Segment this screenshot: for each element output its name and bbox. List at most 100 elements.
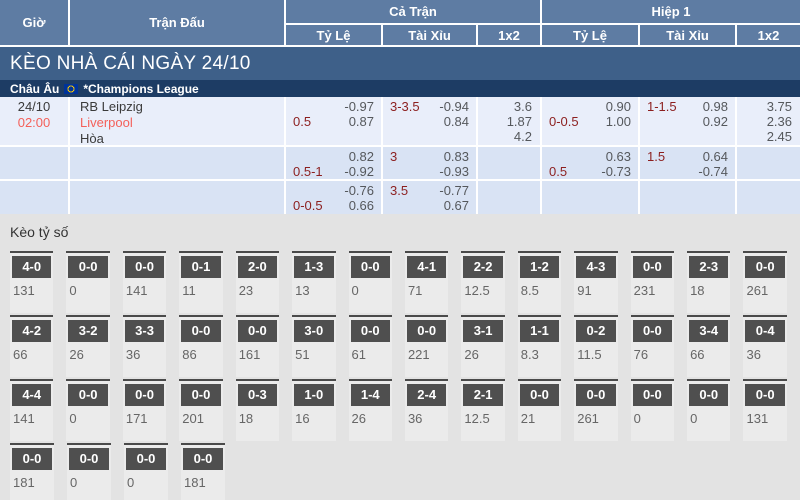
score-odds-cell[interactable]: 4-1 71: [404, 251, 449, 313]
score-odds-cell[interactable]: 0-0 141: [122, 251, 167, 313]
score-odds-cell[interactable]: 0-0 21: [517, 379, 562, 441]
handicap-odds-top[interactable]: -0.76: [344, 183, 374, 198]
score-odds-cell[interactable]: 2-2 12.5: [461, 251, 505, 313]
score-odds-cell[interactable]: 0-4 36: [743, 315, 787, 377]
half-over-under-odds-cell[interactable]: 1-1.5 0.98 0.92: [640, 97, 737, 145]
over-odds[interactable]: 0.64: [702, 149, 728, 164]
draw-label[interactable]: Hòa: [80, 131, 104, 145]
score-odds-cell[interactable]: 0-0 0: [348, 251, 392, 313]
score-odds-cell[interactable]: 1-3 13: [292, 251, 336, 313]
score-odds-cell[interactable]: 0-3 18: [235, 379, 280, 441]
score-odds-cell[interactable]: 4-0 131: [10, 251, 54, 313]
full-1x2-odds-cell[interactable]: 3.6 1.87 4.2: [478, 97, 542, 145]
score-odds-cell[interactable]: 3-2 26: [66, 315, 110, 377]
score-odds-cell[interactable]: 0-0 0: [124, 443, 168, 500]
score-odds-cell[interactable]: 1-4 26: [348, 379, 392, 441]
score-odds-cell[interactable]: 0-0 161: [235, 315, 280, 377]
score-odds-cell[interactable]: 3-3 36: [122, 315, 167, 377]
header-full-match-group: Cả Trận: [286, 0, 542, 25]
full-1x2-odds-cell[interactable]: [478, 181, 542, 214]
full-handicap-odds-cell[interactable]: 0.5 -0.97 0.87: [286, 97, 383, 145]
1x2-odds-value[interactable]: 4.2: [513, 129, 532, 144]
half-handicap-odds-cell[interactable]: 0-0.5 0.90 1.00: [542, 97, 640, 145]
over-odds[interactable]: -0.77: [439, 183, 469, 198]
match-teams-cell: [70, 181, 286, 214]
score-odds-cell[interactable]: 0-0 181: [10, 443, 54, 500]
score-odds-cell[interactable]: 2-0 23: [235, 251, 280, 313]
score-odds-cell[interactable]: 0-0 131: [743, 379, 787, 441]
half-handicap-odds-cell[interactable]: 0.5 0.63 -0.73: [542, 147, 640, 179]
handicap-odds-top[interactable]: 0.82: [348, 149, 374, 164]
score-odds-cell[interactable]: 2-3 18: [687, 251, 731, 313]
handicap-odds-bottom[interactable]: 0.66: [348, 198, 374, 213]
score-odds-cell[interactable]: 0-0 0: [66, 379, 110, 441]
under-odds[interactable]: -0.93: [439, 164, 469, 179]
score-odds-cell[interactable]: 0-0 201: [179, 379, 223, 441]
half-over-under-odds-cell[interactable]: [640, 181, 737, 214]
handicap-odds-bottom[interactable]: 1.00: [605, 114, 631, 129]
home-team-name[interactable]: RB Leipzig: [80, 99, 143, 114]
score-odds-cell[interactable]: 0-0 181: [181, 443, 225, 500]
score-odds-cell[interactable]: 0-0 0: [67, 443, 111, 500]
away-team-name[interactable]: Liverpool: [80, 115, 133, 130]
score-odds-cell[interactable]: 4-2 66: [10, 315, 54, 377]
header-full-1x2: 1x2: [478, 25, 542, 45]
handicap-odds-top[interactable]: 0.63: [605, 149, 631, 164]
1x2-odds-value[interactable]: 2.45: [766, 129, 792, 144]
score-odds-cell[interactable]: 4-3 91: [574, 251, 618, 313]
header-half-1x2: 1x2: [737, 25, 800, 45]
handicap-odds-top[interactable]: 0.90: [605, 99, 631, 114]
over-odds[interactable]: -0.94: [439, 99, 469, 114]
full-handicap-odds-cell[interactable]: 0-0.5 -0.76 0.66: [286, 181, 383, 214]
score-odds-cell[interactable]: 4-4 141: [10, 379, 54, 441]
under-odds[interactable]: 0.67: [443, 198, 469, 213]
odds-rows: 24/10 02:00 RB Leipzig Liverpool Hòa 0.5 -0.97…: [0, 97, 800, 214]
half-1x2-odds-cell[interactable]: 3.75 2.36 2.45: [737, 97, 800, 145]
score-odds-cell[interactable]: 0-0 231: [630, 251, 675, 313]
under-odds[interactable]: 0.84: [443, 114, 469, 129]
score-odds-cell[interactable]: 0-2 11.5: [574, 315, 618, 377]
under-odds[interactable]: -0.74: [698, 164, 728, 179]
score-odds-cell[interactable]: 0-0 0: [687, 379, 731, 441]
score-odds-cell[interactable]: 0-0 221: [404, 315, 449, 377]
half-1x2-odds-cell[interactable]: [737, 147, 800, 179]
full-over-under-odds-cell[interactable]: 3-3.5 -0.94 0.84: [383, 97, 478, 145]
1x2-odds-value[interactable]: 1.87: [506, 114, 532, 129]
score-odds-cell[interactable]: 0-0 76: [630, 315, 675, 377]
over-odds[interactable]: 0.98: [702, 99, 728, 114]
score-odds-cell[interactable]: 1-2 8.5: [517, 251, 562, 313]
handicap-odds-bottom[interactable]: 0.87: [348, 114, 374, 129]
score-odds-cell[interactable]: 0-0 86: [179, 315, 223, 377]
score-label: 2-1: [463, 384, 503, 406]
score-odds-cell[interactable]: 3-0 51: [292, 315, 336, 377]
score-odds-cell[interactable]: 0-1 11: [179, 251, 223, 313]
under-odds[interactable]: 0.92: [702, 114, 728, 129]
1x2-odds-value[interactable]: 3.75: [766, 99, 792, 114]
full-handicap-odds-cell[interactable]: 0.5-1 0.82 -0.92: [286, 147, 383, 179]
score-odds-cell[interactable]: 1-0 16: [292, 379, 336, 441]
1x2-odds-value[interactable]: 2.36: [766, 114, 792, 129]
1x2-odds-value[interactable]: 3.6: [513, 99, 532, 114]
over-odds[interactable]: 0.83: [443, 149, 469, 164]
score-odds-cell[interactable]: 0-0 0: [630, 379, 675, 441]
score-odds-cell[interactable]: 0-0 171: [122, 379, 167, 441]
score-odds-cell[interactable]: 2-4 36: [404, 379, 449, 441]
half-1x2-odds-cell[interactable]: [737, 181, 800, 214]
score-odds-cell[interactable]: 3-1 26: [461, 315, 505, 377]
full-1x2-odds-cell[interactable]: [478, 147, 542, 179]
handicap-odds-bottom[interactable]: -0.73: [601, 164, 631, 179]
league-bar[interactable]: Châu Âu *Champions League: [0, 80, 800, 97]
score-odds-cell[interactable]: 1-1 8.3: [517, 315, 562, 377]
handicap-odds-top[interactable]: -0.97: [344, 99, 374, 114]
score-odds-cell[interactable]: 0-0 61: [348, 315, 392, 377]
score-odds-cell[interactable]: 0-0 261: [574, 379, 618, 441]
score-odds-cell[interactable]: 0-0 261: [743, 251, 787, 313]
score-odds-cell[interactable]: 2-1 12.5: [461, 379, 505, 441]
full-over-under-odds-cell[interactable]: 3 0.83 -0.93: [383, 147, 478, 179]
half-over-under-odds-cell[interactable]: 1.5 0.64 -0.74: [640, 147, 737, 179]
handicap-odds-bottom[interactable]: -0.92: [344, 164, 374, 179]
full-over-under-odds-cell[interactable]: 3.5 -0.77 0.67: [383, 181, 478, 214]
score-odds-cell[interactable]: 3-4 66: [687, 315, 731, 377]
half-handicap-odds-cell[interactable]: [542, 181, 640, 214]
score-odds-cell[interactable]: 0-0 0: [66, 251, 110, 313]
